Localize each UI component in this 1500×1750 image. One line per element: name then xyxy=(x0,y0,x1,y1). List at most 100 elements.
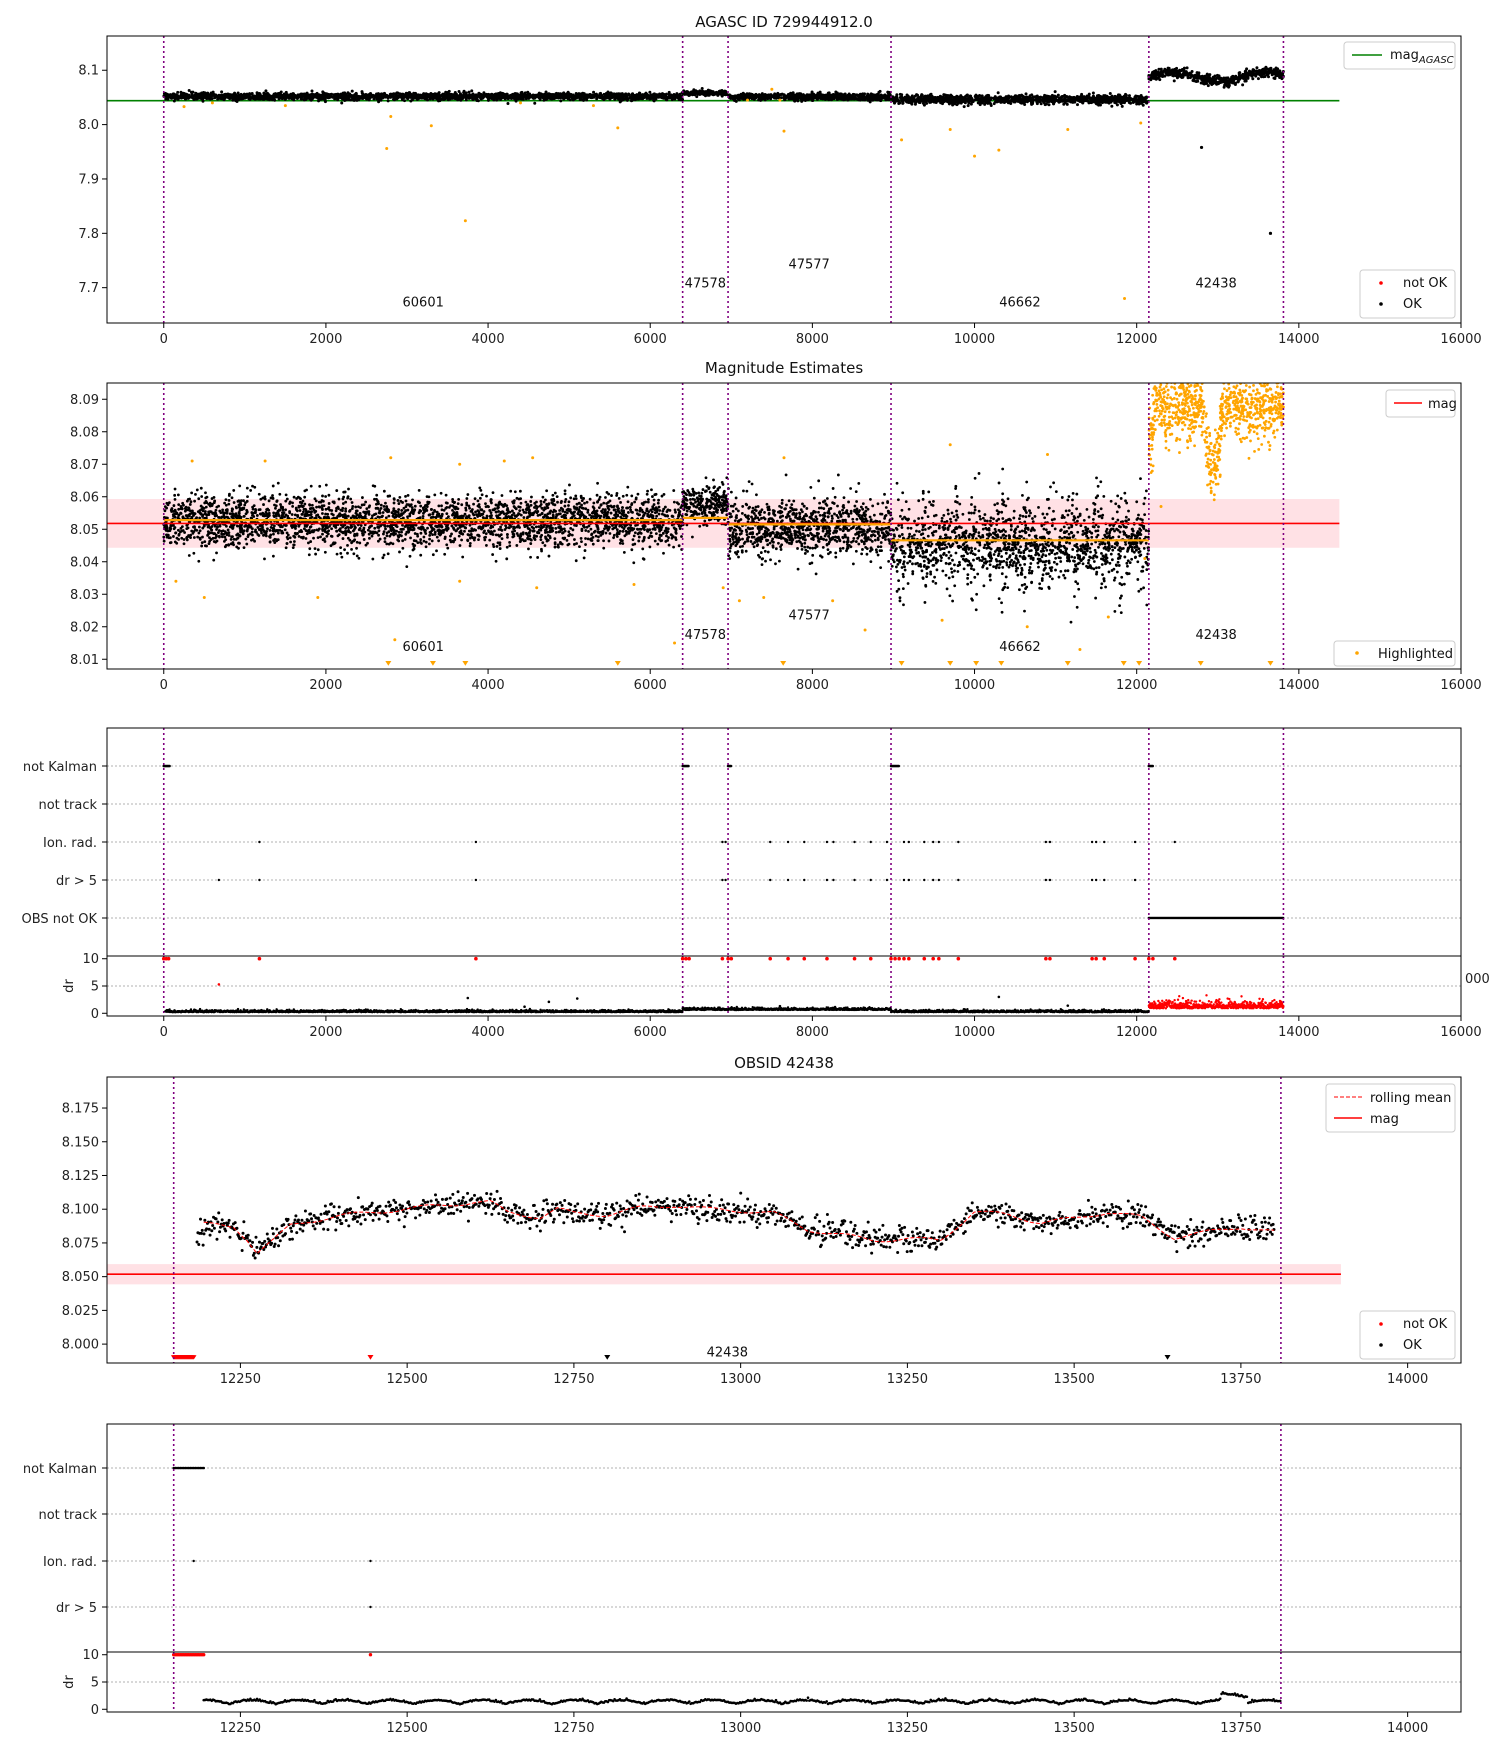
ok-point xyxy=(720,90,724,94)
ok-point xyxy=(636,492,640,496)
ok-point xyxy=(354,93,358,97)
ok-point xyxy=(176,95,180,99)
ok-point xyxy=(998,98,1002,102)
ok-point xyxy=(1150,72,1154,76)
highlighted-point xyxy=(948,127,952,131)
ok-point xyxy=(353,96,357,100)
ok-point xyxy=(869,92,873,96)
ok-point xyxy=(1128,98,1132,102)
ok-point xyxy=(620,94,624,98)
ok-point xyxy=(1158,78,1162,82)
ok-point xyxy=(1227,84,1231,88)
ok-point xyxy=(317,99,321,103)
ok-point xyxy=(1014,94,1018,98)
ok-point xyxy=(1205,81,1209,85)
ok-point xyxy=(1065,99,1069,103)
ok-point xyxy=(255,91,259,95)
ok-point xyxy=(1149,77,1153,81)
ok-point xyxy=(980,96,984,100)
ok-point xyxy=(344,509,348,513)
ok-point xyxy=(581,98,585,102)
ok-point xyxy=(1081,101,1085,105)
ok-point xyxy=(694,91,698,95)
ok-point xyxy=(1195,76,1199,80)
ok-point xyxy=(1167,66,1171,70)
ok-point xyxy=(1183,73,1187,77)
ok-point xyxy=(1252,68,1256,72)
ok-point xyxy=(1185,66,1189,70)
ok-point xyxy=(1233,82,1237,86)
ok-point xyxy=(397,502,401,505)
ok-point xyxy=(357,94,361,98)
ok-point xyxy=(740,95,744,99)
ok-point xyxy=(1206,84,1210,88)
ok-point xyxy=(1244,69,1248,73)
ok-point xyxy=(1152,76,1156,80)
ok-point xyxy=(505,92,509,96)
ok-point xyxy=(1124,92,1128,96)
ok-point xyxy=(667,92,671,96)
ok-point xyxy=(1137,102,1141,106)
highlighted-point xyxy=(1066,127,1070,131)
ok-point xyxy=(886,90,890,94)
ok-point xyxy=(1022,97,1026,101)
ok-point xyxy=(1247,71,1251,75)
ok-point xyxy=(1053,97,1057,101)
x-tick-label: 12000 xyxy=(1116,332,1157,347)
y-tick-label: 7.9 xyxy=(78,172,99,187)
ok-point xyxy=(1091,96,1095,100)
ok-point xyxy=(1091,91,1095,95)
ok-point xyxy=(317,93,321,97)
ok-point xyxy=(730,96,734,100)
ok-point xyxy=(592,90,596,94)
ok-point xyxy=(476,99,480,103)
ok-point xyxy=(237,94,241,98)
ok-point xyxy=(917,96,921,100)
ok-point xyxy=(1020,94,1024,98)
ok-point xyxy=(1085,99,1089,103)
ok-point xyxy=(1217,81,1221,85)
ok-point xyxy=(467,90,471,94)
ok-point xyxy=(462,91,466,95)
ok-point xyxy=(753,96,757,100)
ok-point xyxy=(336,98,340,102)
ok-point xyxy=(917,100,921,104)
ok-point xyxy=(419,531,423,535)
ok-point xyxy=(501,92,505,96)
ok-point xyxy=(572,542,576,546)
ok-point xyxy=(347,95,351,99)
ok-point xyxy=(630,548,634,552)
ok-point xyxy=(321,90,325,94)
ok-point xyxy=(461,94,465,98)
ok-point xyxy=(602,97,606,101)
ok-point xyxy=(519,91,523,95)
ok-point xyxy=(1241,83,1245,87)
ok-point xyxy=(384,501,387,505)
ok-point xyxy=(877,90,881,94)
ok-point xyxy=(318,96,322,100)
ok-point xyxy=(235,99,239,103)
ok-point xyxy=(1236,79,1240,83)
ok-point xyxy=(514,99,518,103)
ok-point xyxy=(837,96,841,100)
ok-point xyxy=(827,91,831,95)
ok-point xyxy=(1171,68,1175,72)
ok-point xyxy=(310,89,314,93)
ok-point xyxy=(1220,78,1224,82)
ok-point xyxy=(443,97,447,101)
legend-label-sub: AGASC xyxy=(1418,55,1454,66)
ok-point xyxy=(361,92,365,96)
ok-point xyxy=(664,92,668,96)
ok-point xyxy=(1125,98,1129,102)
ok-point xyxy=(378,537,382,541)
ok-point xyxy=(1009,102,1013,106)
ok-point xyxy=(948,101,952,105)
ok-point xyxy=(163,91,167,95)
ok-point xyxy=(246,94,250,98)
ok-point xyxy=(747,94,751,98)
ok-point xyxy=(1046,98,1050,102)
ok-point xyxy=(346,91,350,95)
highlighted-point xyxy=(210,101,214,105)
